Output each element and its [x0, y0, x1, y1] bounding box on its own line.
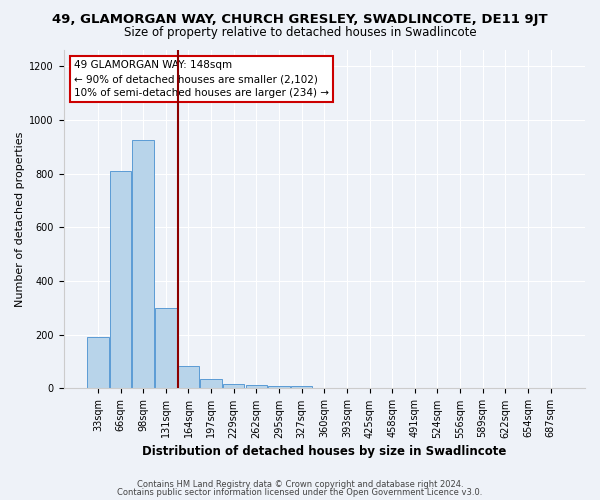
X-axis label: Distribution of detached houses by size in Swadlincote: Distribution of detached houses by size … — [142, 444, 506, 458]
Bar — [291, 386, 313, 388]
Bar — [133, 140, 154, 388]
Bar — [268, 386, 290, 388]
Bar — [178, 366, 199, 388]
Text: Contains public sector information licensed under the Open Government Licence v3: Contains public sector information licen… — [118, 488, 482, 497]
Bar — [87, 338, 109, 388]
Y-axis label: Number of detached properties: Number of detached properties — [15, 132, 25, 307]
Text: Contains HM Land Registry data © Crown copyright and database right 2024.: Contains HM Land Registry data © Crown c… — [137, 480, 463, 489]
Bar — [200, 379, 222, 388]
Text: 49 GLAMORGAN WAY: 148sqm
← 90% of detached houses are smaller (2,102)
10% of sem: 49 GLAMORGAN WAY: 148sqm ← 90% of detach… — [74, 60, 329, 98]
Bar — [223, 384, 244, 388]
Text: 49, GLAMORGAN WAY, CHURCH GRESLEY, SWADLINCOTE, DE11 9JT: 49, GLAMORGAN WAY, CHURCH GRESLEY, SWADL… — [52, 12, 548, 26]
Bar — [110, 171, 131, 388]
Bar — [245, 385, 267, 388]
Text: Size of property relative to detached houses in Swadlincote: Size of property relative to detached ho… — [124, 26, 476, 39]
Bar — [155, 308, 176, 388]
